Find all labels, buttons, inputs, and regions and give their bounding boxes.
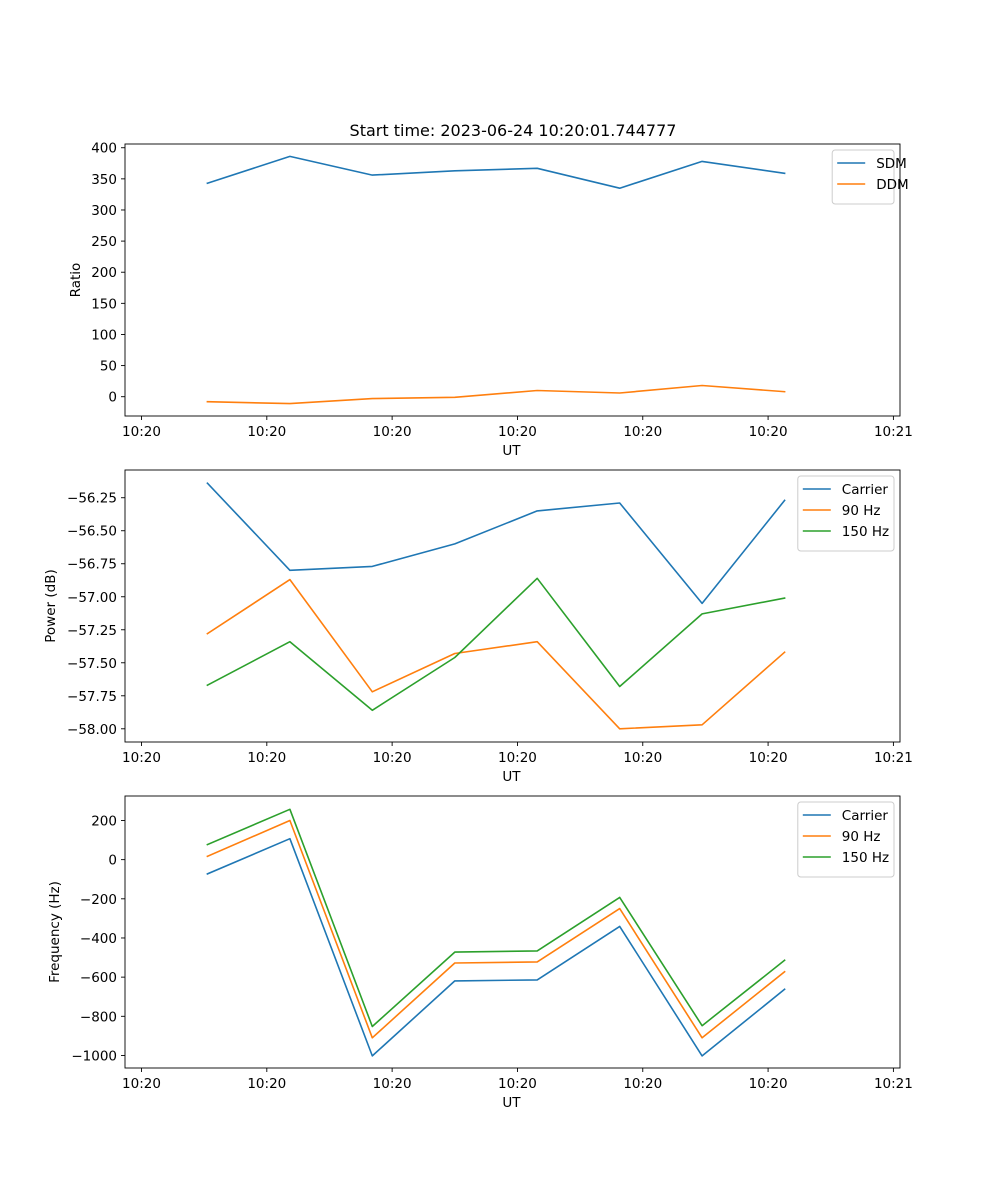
power-x-tick-label: 10:20 [498, 750, 537, 766]
frequency-x-tick-label: 10:20 [247, 1076, 286, 1092]
figure-title: Start time: 2023-06-24 10:20:01.744777 [350, 121, 677, 140]
ratio-y-tick-label: 100 [91, 327, 117, 343]
ratio-x-tick-label: 10:20 [623, 424, 662, 440]
power-legend-label-150-hz: 150 Hz [842, 524, 889, 540]
frequency-legend: Carrier 90 Hz 150 Hz [797, 801, 895, 878]
frequency-y-tick-label: −1000 [71, 1048, 117, 1064]
chart-panels: 10:20 10:20 10:20 10:20 10:20 10:20 10:21 0 50 10… [43, 141, 913, 1111]
frequency-series-carrier-line [206, 837, 786, 1057]
frequency-legend-label-carrier: Carrier [842, 808, 889, 824]
frequency-y-tick-label: 0 [108, 853, 117, 869]
power-legend-label-90-hz: 90 Hz [842, 503, 881, 519]
power-y-tick-label: −57.00 [67, 590, 117, 606]
ratio-x-tick-label: 10:20 [247, 424, 286, 440]
ratio-series-sdm-line [206, 155, 786, 189]
power-y-tick-label: −57.50 [67, 656, 117, 672]
power-legend-frame [797, 475, 895, 552]
frequency-legend-label-150-hz: 150 Hz [842, 850, 889, 866]
power-x-axis-label: UT [502, 769, 521, 785]
frequency-x-tick-label: 10:20 [749, 1076, 788, 1092]
ratio-x-tick-label: 10:21 [874, 424, 913, 440]
ratio-y-axis-label: Ratio [68, 263, 84, 298]
frequency-x-axis-label: UT [502, 1095, 521, 1111]
frequency-y-tick-label: 200 [91, 813, 117, 829]
frequency-y-axis-label: Frequency (Hz) [47, 881, 63, 983]
ratio-y-tick-label: 150 [91, 296, 117, 312]
power-y-tick-label: −56.25 [67, 491, 117, 507]
frequency-x-tick-label: 10:20 [498, 1076, 537, 1092]
power-series-carrier-line [206, 482, 786, 605]
ratio-legend-label-sdm: SDM [876, 156, 907, 172]
frequency-y-tick-label: −600 [80, 970, 117, 986]
power-x-tick-label: 10:20 [247, 750, 286, 766]
ratio-x-tick-label: 10:20 [498, 424, 537, 440]
ratio-y-tick-label: 200 [91, 265, 117, 281]
frequency-x-tick-label: 10:20 [122, 1076, 161, 1092]
power-x-tick-label: 10:20 [122, 750, 161, 766]
frequency-y-tick-label: −400 [80, 931, 117, 947]
ratio-y-tick-label: 300 [91, 203, 117, 219]
frequency-x-tick-label: 10:20 [623, 1076, 662, 1092]
ratio-y-tick-label: 250 [91, 234, 117, 250]
ratio-y-tick-label: 0 [108, 390, 117, 406]
frequency-series-150-hz-line [206, 808, 786, 1028]
ratio-legend: SDM DDM [831, 149, 909, 205]
frequency-y-tick-label: −200 [80, 892, 117, 908]
power-series-90-hz-line [206, 578, 786, 730]
power-x-tick-label: 10:20 [373, 750, 412, 766]
power-y-tick-label: −57.75 [67, 689, 117, 705]
power-y-axis-label: Power (dB) [43, 569, 59, 642]
ratio-y-tick-label: 350 [91, 172, 117, 188]
frequency-y-tick-label: −800 [80, 1009, 117, 1025]
power-y-tick-label: −57.25 [67, 623, 117, 639]
power-y-tick-label: −58.00 [67, 722, 117, 738]
ratio-x-axis-label: UT [502, 443, 521, 459]
frequency-x-tick-label: 10:20 [373, 1076, 412, 1092]
frequency-legend-label-90-hz: 90 Hz [842, 829, 881, 845]
ratio-y-tick-label: 400 [91, 141, 117, 157]
power-y-tick-label: −56.75 [67, 557, 117, 573]
frequency-x-tick-label: 10:21 [874, 1076, 913, 1092]
ratio-x-tick-label: 10:20 [122, 424, 161, 440]
power-x-tick-label: 10:21 [874, 750, 913, 766]
ratio-legend-label-ddm: DDM [876, 177, 908, 193]
ratio-x-tick-label: 10:20 [373, 424, 412, 440]
power-x-tick-label: 10:20 [623, 750, 662, 766]
frequency-panel: 10:20 10:20 10:20 10:20 10:20 10:20 10:21 −1000… [47, 795, 913, 1111]
frequency-series-90-hz-line [206, 819, 786, 1039]
power-series-150-hz-line [206, 577, 786, 712]
ratio-x-tick-label: 10:20 [749, 424, 788, 440]
power-legend: Carrier 90 Hz 150 Hz [797, 475, 895, 552]
ratio-series-ddm-line [206, 384, 786, 405]
power-x-tick-label: 10:20 [749, 750, 788, 766]
frequency-legend-frame [797, 801, 895, 878]
power-panel: 10:20 10:20 10:20 10:20 10:20 10:20 10:21 −58.0… [43, 469, 913, 785]
frequency-axes-frame [124, 795, 901, 1069]
power-y-tick-label: −56.50 [67, 524, 117, 540]
power-axes-frame [124, 469, 901, 743]
ratio-axes-frame [124, 143, 901, 417]
power-legend-label-carrier: Carrier [842, 482, 889, 498]
ratio-y-tick-label: 50 [100, 359, 117, 375]
ratio-panel: 10:20 10:20 10:20 10:20 10:20 10:20 10:21 0 50 10… [68, 141, 913, 459]
